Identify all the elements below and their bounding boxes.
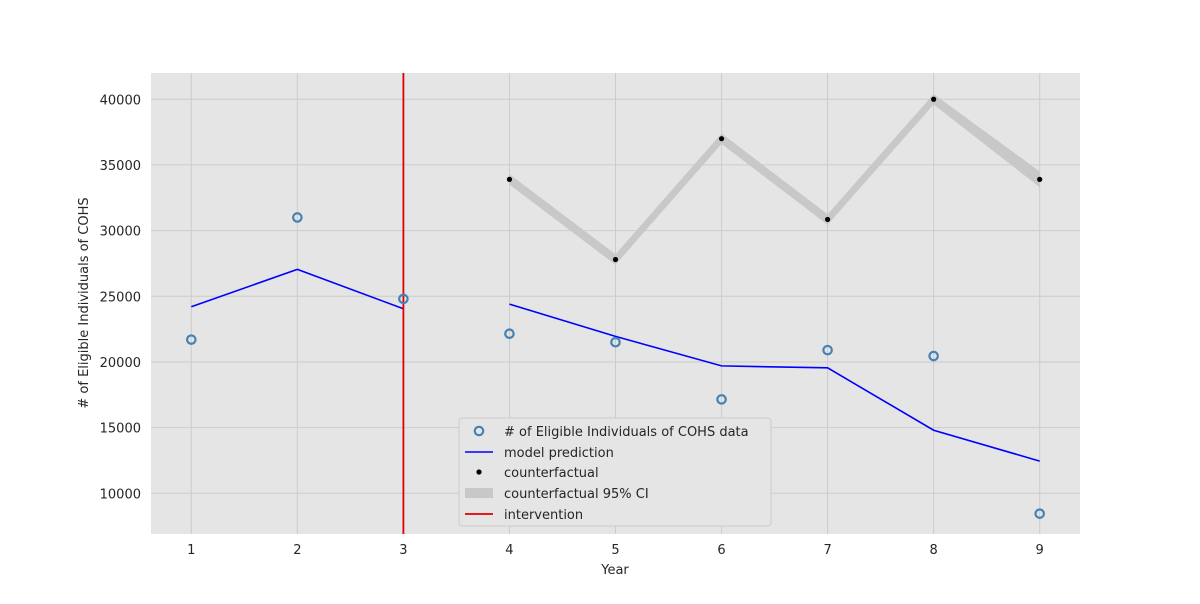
y-axis-label: # of Eligible Individuals of COHS xyxy=(77,197,92,408)
counterfactual-point xyxy=(825,216,831,223)
y-tick-label: 15000 xyxy=(100,422,141,437)
legend-box xyxy=(458,417,772,527)
x-tick-label: 3 xyxy=(399,543,407,558)
data-point xyxy=(185,334,197,345)
x-tick-label: 9 xyxy=(1036,543,1044,558)
counterfactual-point xyxy=(506,176,513,182)
legend-marker-ci xyxy=(465,488,493,498)
counterfactual-point xyxy=(931,96,937,102)
legend-marker-data xyxy=(473,425,485,437)
y-tick-label: 35000 xyxy=(100,159,141,174)
data-point xyxy=(292,212,303,223)
legend-label: counterfactual xyxy=(504,466,599,481)
x-tick-label: 4 xyxy=(505,543,513,558)
x-tick-label: 7 xyxy=(823,543,831,558)
legend-marker-counterfactual xyxy=(476,469,482,475)
ci-band-group xyxy=(509,94,1040,265)
ci-band xyxy=(509,94,1040,265)
x-tick-label: 8 xyxy=(930,543,938,558)
x-axis-label: Year xyxy=(600,563,629,578)
legend-label: model prediction xyxy=(504,446,614,461)
data-points-group xyxy=(185,212,1046,519)
legend-label: counterfactual 95% CI xyxy=(504,487,649,502)
legend-label: intervention xyxy=(504,508,583,523)
y-tick-label: 20000 xyxy=(100,356,141,371)
y-tick-label: 25000 xyxy=(100,290,141,305)
y-tick-label: 40000 xyxy=(100,93,141,108)
counterfactual-point xyxy=(718,136,725,142)
counterfactual-point xyxy=(1037,176,1043,182)
x-tick-label: 2 xyxy=(293,543,301,558)
data-point xyxy=(398,293,409,305)
x-tick-label: 1 xyxy=(187,543,195,558)
model-prediction-group xyxy=(191,268,1040,462)
data-point xyxy=(822,344,833,356)
legend-label: # of Eligible Individuals of COHS data xyxy=(504,425,749,440)
data-point xyxy=(610,336,621,348)
data-point xyxy=(1034,508,1046,519)
x-tick-label: 6 xyxy=(717,543,725,558)
legend-items: # of Eligible Individuals of COHS data mo… xyxy=(465,425,749,523)
y-tick-label: 10000 xyxy=(100,487,141,502)
legend: # of Eligible Individuals of COHS data mo… xyxy=(458,417,772,527)
model-prediction-line xyxy=(191,268,404,310)
data-point xyxy=(716,394,727,405)
x-tick-label: 5 xyxy=(611,543,619,558)
y-tick-labels: 10000 15000 20000 25000 30000 35000 40000 xyxy=(100,93,141,502)
counterfactual-point xyxy=(612,256,619,263)
y-tick-label: 30000 xyxy=(100,225,141,240)
data-point xyxy=(928,350,939,362)
data-point xyxy=(504,328,515,340)
counterfactual-points-group xyxy=(506,96,1043,263)
model-prediction-line xyxy=(509,303,1040,462)
x-tick-labels: 1 2 3 4 5 6 7 8 9 xyxy=(187,543,1044,558)
